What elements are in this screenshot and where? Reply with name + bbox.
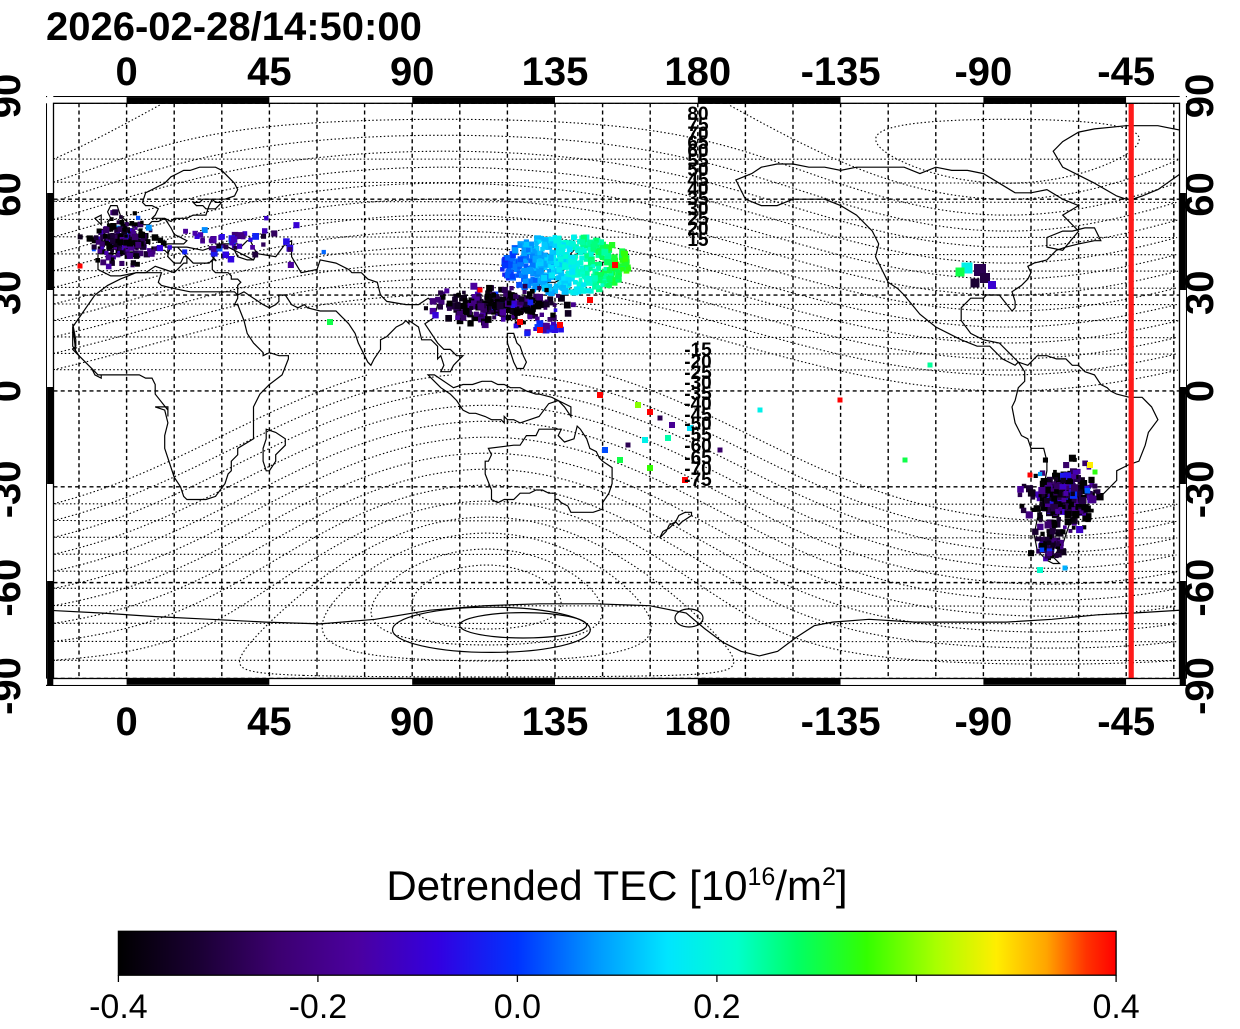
svg-text:0.4: 0.4	[1092, 988, 1139, 1024]
svg-text:Detrended TEC [1016/m2]: Detrended TEC [1016/m2]	[386, 862, 847, 909]
svg-text:0.0: 0.0	[494, 988, 541, 1024]
svg-text:-90: -90	[0, 657, 29, 715]
svg-text:135: 135	[522, 700, 589, 744]
svg-text:60: 60	[0, 172, 29, 217]
svg-text:-30: -30	[0, 460, 29, 518]
svg-text:90: 90	[390, 50, 435, 94]
svg-text:180: 180	[664, 700, 731, 744]
svg-text:2026-02-28/14:50:00: 2026-02-28/14:50:00	[46, 5, 422, 49]
svg-text:30: 30	[0, 271, 29, 316]
svg-text:-90: -90	[954, 50, 1012, 94]
svg-text:0: 0	[115, 50, 137, 94]
svg-text:90: 90	[390, 700, 435, 744]
svg-text:0: 0	[0, 380, 29, 402]
svg-text:-75: -75	[684, 470, 712, 491]
svg-text:0.2: 0.2	[693, 988, 740, 1024]
svg-text:90: 90	[0, 74, 29, 119]
svg-text:-45: -45	[1097, 700, 1155, 744]
svg-text:180: 180	[664, 50, 731, 94]
svg-text:15: 15	[687, 230, 709, 251]
svg-text:45: 45	[247, 50, 292, 94]
svg-text:-0.4: -0.4	[89, 988, 148, 1024]
svg-text:-135: -135	[801, 50, 881, 94]
svg-text:-0.2: -0.2	[289, 988, 348, 1024]
svg-text:45: 45	[247, 700, 292, 744]
svg-text:-45: -45	[1097, 50, 1155, 94]
svg-text:-90: -90	[954, 700, 1012, 744]
svg-text:-135: -135	[801, 700, 881, 744]
svg-text:135: 135	[522, 50, 589, 94]
svg-text:0: 0	[115, 700, 137, 744]
svg-text:-60: -60	[0, 559, 29, 617]
